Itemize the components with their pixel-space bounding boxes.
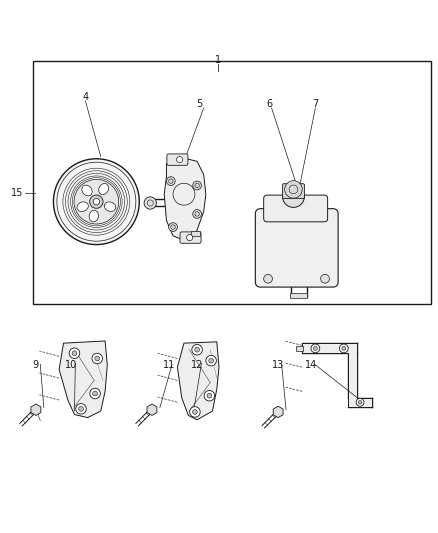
- Circle shape: [192, 344, 202, 355]
- Ellipse shape: [99, 183, 109, 195]
- Text: 6: 6: [266, 99, 272, 109]
- Circle shape: [90, 388, 100, 399]
- Polygon shape: [273, 406, 283, 418]
- Circle shape: [93, 391, 97, 396]
- Ellipse shape: [89, 211, 99, 222]
- Circle shape: [204, 391, 215, 401]
- Text: 5: 5: [196, 99, 202, 109]
- Circle shape: [209, 358, 213, 363]
- Circle shape: [187, 235, 193, 241]
- Circle shape: [193, 209, 201, 219]
- FancyBboxPatch shape: [255, 209, 338, 287]
- Ellipse shape: [77, 202, 88, 212]
- Text: 9: 9: [33, 360, 39, 370]
- Circle shape: [206, 356, 216, 366]
- Circle shape: [74, 180, 119, 224]
- Circle shape: [177, 157, 183, 163]
- Circle shape: [283, 185, 304, 207]
- Circle shape: [195, 348, 199, 352]
- Polygon shape: [31, 404, 41, 415]
- Circle shape: [264, 274, 272, 283]
- Circle shape: [144, 197, 156, 209]
- Circle shape: [92, 353, 102, 364]
- Ellipse shape: [104, 202, 116, 212]
- Bar: [33, 61, 431, 304]
- FancyBboxPatch shape: [167, 154, 188, 165]
- Polygon shape: [147, 404, 157, 415]
- Circle shape: [358, 400, 362, 404]
- Circle shape: [166, 177, 175, 185]
- Circle shape: [342, 346, 346, 350]
- Circle shape: [339, 344, 348, 353]
- Circle shape: [72, 351, 77, 356]
- Bar: [296, 346, 303, 351]
- Text: 13: 13: [272, 360, 284, 370]
- Circle shape: [169, 223, 177, 231]
- Text: 7: 7: [312, 99, 318, 109]
- Circle shape: [190, 407, 200, 417]
- Circle shape: [314, 346, 317, 350]
- Circle shape: [193, 409, 197, 414]
- FancyBboxPatch shape: [283, 184, 304, 199]
- Circle shape: [69, 348, 80, 359]
- Text: 10: 10: [65, 360, 77, 370]
- Polygon shape: [59, 341, 107, 418]
- Bar: [191, 231, 200, 236]
- Circle shape: [53, 159, 139, 245]
- Ellipse shape: [82, 185, 92, 196]
- Text: 15: 15: [11, 188, 23, 198]
- Circle shape: [76, 403, 86, 414]
- Circle shape: [79, 407, 83, 411]
- Circle shape: [311, 344, 320, 353]
- Circle shape: [207, 393, 212, 398]
- Text: 12: 12: [191, 360, 203, 370]
- FancyBboxPatch shape: [180, 232, 201, 243]
- Circle shape: [93, 198, 99, 205]
- Circle shape: [90, 195, 103, 208]
- Text: 14: 14: [305, 360, 317, 370]
- Circle shape: [321, 274, 329, 283]
- Circle shape: [356, 398, 364, 406]
- Polygon shape: [177, 342, 219, 420]
- Polygon shape: [302, 343, 372, 407]
- Circle shape: [95, 356, 99, 361]
- FancyBboxPatch shape: [264, 195, 328, 222]
- Text: 1: 1: [215, 55, 221, 65]
- Text: 4: 4: [82, 92, 88, 102]
- Text: 11: 11: [162, 360, 175, 370]
- Polygon shape: [164, 157, 206, 240]
- Bar: [290, 293, 307, 298]
- Circle shape: [285, 181, 302, 198]
- Circle shape: [193, 181, 201, 190]
